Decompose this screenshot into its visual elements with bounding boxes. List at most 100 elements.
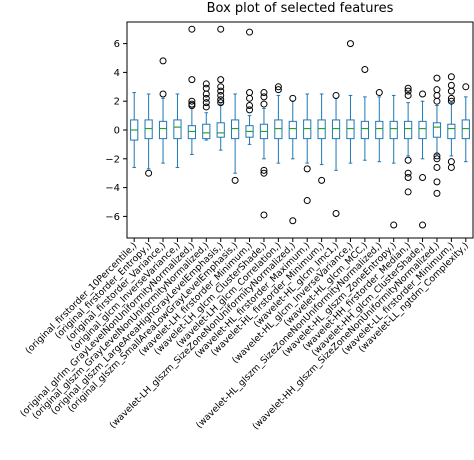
outlier-point xyxy=(433,91,441,99)
box-item xyxy=(259,89,269,219)
box-iqr xyxy=(288,120,297,140)
box-iqr xyxy=(404,120,413,140)
y-tick-label: −6 xyxy=(105,212,120,223)
box-iqr xyxy=(231,119,240,140)
outlier-point xyxy=(462,83,470,91)
outlier-point xyxy=(390,221,398,229)
y-tick-label: 2 xyxy=(114,97,120,108)
outlier-point xyxy=(246,102,254,110)
box-iqr xyxy=(144,119,153,140)
outlier-point xyxy=(217,96,225,104)
outlier-point xyxy=(202,80,210,88)
box-item xyxy=(202,80,211,141)
box-iqr xyxy=(447,123,456,140)
outlier-point xyxy=(217,25,225,33)
outlier-point xyxy=(217,87,225,95)
outlier-point xyxy=(433,97,441,105)
box-iqr xyxy=(173,119,182,140)
outlier-point xyxy=(447,158,455,166)
outlier-point xyxy=(217,91,225,99)
outlier-point xyxy=(202,90,210,98)
box-iqr xyxy=(375,120,384,140)
outlier-point xyxy=(433,155,441,163)
outlier-point xyxy=(404,174,412,182)
box-item xyxy=(375,89,384,163)
outlier-point xyxy=(289,94,297,102)
box-series xyxy=(130,25,470,229)
outlier-point xyxy=(447,97,455,105)
outlier-point xyxy=(375,89,383,97)
y-tick-label: 6 xyxy=(114,39,120,50)
box-iqr xyxy=(158,120,168,140)
box-item xyxy=(130,92,139,168)
box-iqr xyxy=(187,125,196,140)
outlier-point xyxy=(188,100,196,108)
box-item xyxy=(216,25,225,151)
box-item xyxy=(360,66,369,161)
outlier-point xyxy=(246,28,254,36)
box-item xyxy=(404,84,413,196)
box-item xyxy=(187,25,196,155)
outlier-point xyxy=(260,166,268,174)
box-item xyxy=(331,91,341,218)
outlier-point xyxy=(217,76,225,84)
outlier-point xyxy=(246,106,254,114)
box-iqr xyxy=(274,119,283,140)
y-axis: −6 −4 −2 0 2 4 6 xyxy=(105,39,127,223)
box-item xyxy=(231,93,240,184)
outlier-point xyxy=(202,94,210,102)
box-iqr xyxy=(202,123,211,140)
outlier-point xyxy=(447,163,455,171)
chart-title: Box plot of selected features xyxy=(207,1,394,16)
outlier-point xyxy=(318,176,326,184)
box-item xyxy=(389,94,398,229)
plot-area-frame xyxy=(126,21,474,239)
box-item xyxy=(173,93,182,168)
outlier-point xyxy=(404,169,412,177)
box-item xyxy=(158,57,168,164)
box-iqr xyxy=(331,119,341,140)
box-item xyxy=(144,93,153,177)
outlier-point xyxy=(433,178,441,186)
outlier-point xyxy=(404,188,412,196)
outlier-point xyxy=(217,83,225,91)
box-iqr xyxy=(346,119,355,140)
outlier-point xyxy=(246,89,254,97)
outlier-point xyxy=(433,74,441,82)
outlier-point xyxy=(303,197,311,205)
outlier-point xyxy=(274,86,282,94)
outlier-point xyxy=(159,57,167,65)
box-iqr xyxy=(360,120,369,140)
outlier-point xyxy=(260,211,268,219)
y-tick-label: −2 xyxy=(105,154,120,165)
box-item xyxy=(245,28,254,145)
x-axis: (original_firstorder_10Percentile,)(orig… xyxy=(18,238,471,432)
outlier-point xyxy=(361,66,369,74)
outlier-point xyxy=(419,90,427,98)
box-iqr xyxy=(418,120,427,140)
outlier-point xyxy=(404,91,412,99)
outlier-point xyxy=(404,87,412,95)
outlier-point xyxy=(289,217,297,225)
outlier-point xyxy=(260,169,268,177)
outlier-point xyxy=(188,76,196,84)
outlier-point xyxy=(433,189,441,197)
outlier-point xyxy=(202,84,210,92)
outlier-point xyxy=(447,81,455,89)
outlier-point xyxy=(447,73,455,81)
box-iqr xyxy=(389,120,398,140)
outlier-point xyxy=(404,84,412,92)
outlier-point xyxy=(202,103,210,111)
outlier-point xyxy=(433,152,441,160)
outlier-point xyxy=(404,156,412,164)
outlier-point xyxy=(447,87,455,95)
outlier-point xyxy=(145,169,153,177)
outlier-point xyxy=(246,94,254,102)
outlier-point xyxy=(260,89,268,97)
y-tick-label: 0 xyxy=(114,126,120,137)
outlier-point xyxy=(202,99,210,107)
box-item xyxy=(346,40,355,164)
outlier-point xyxy=(447,94,455,102)
box-item xyxy=(461,83,470,163)
